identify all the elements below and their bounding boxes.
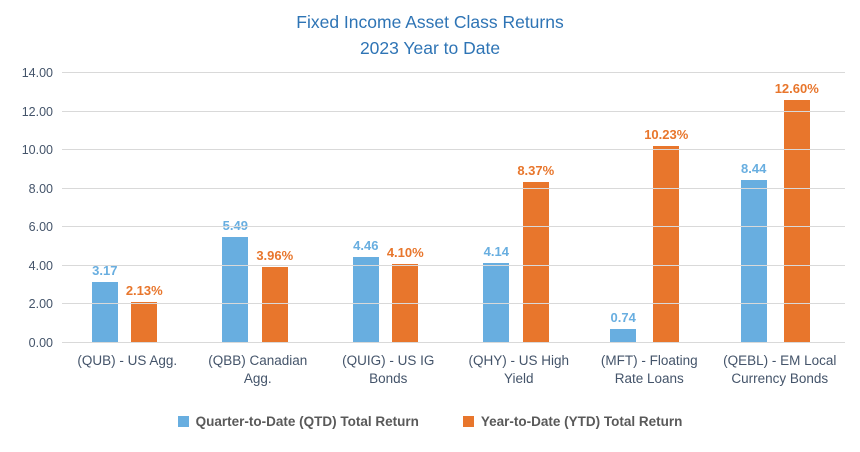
bar-pair: 5.49 3.96% [193,73,324,343]
bar-value-label: 12.60% [774,81,819,96]
gridline [62,149,845,151]
bar-value-label: 8.44 [741,161,767,177]
legend-item: Year-to-Date (YTD) Total Return [462,414,683,429]
bar-pair: 3.17 2.13% [62,73,193,343]
category-group: 8.44 12.60% (QEBL) - EM Local Currency Bon… [715,73,846,386]
chart-title-line1: Fixed Income Asset Class Returns [296,12,564,32]
y-axis-tick-label: 14.00 [21,66,53,80]
gridline [62,110,845,112]
x-axis-category-label: (QEBL) - EM Local Currency Bonds [723,353,837,386]
bar-column: 3.17 [91,73,118,343]
bar [653,145,680,343]
bar [352,257,379,343]
gridline [62,303,845,305]
bar-column: 12.60% [775,73,819,343]
bar [610,328,637,343]
bar [261,266,288,343]
gridline [62,72,845,73]
gridline [62,187,845,189]
legend-label: Year-to-Date (YTD) Total Return [480,414,683,429]
bar-value-label: 3.96% [256,247,294,263]
bar-column: 8.37% [517,73,554,343]
bar [131,301,158,343]
bar-value-label: 4.46 [353,238,379,253]
bar-column: 8.44 [740,73,767,343]
bar [222,237,249,343]
x-axis-category-label: (QUIG) - US IG Bonds [342,353,435,386]
legend-swatch [177,416,189,427]
bar-column: 4.14 [483,73,510,343]
bar-pair: 0.74 10.23% [584,73,715,343]
legend-label: Quarter-to-Date (QTD) Total Return [195,414,419,429]
chart-title-line2: 2023 Year to Date [359,38,501,58]
bar-column: 4.46 [352,73,379,343]
bar-value-label: 10.23% [644,126,689,142]
bar-value-label: 8.37% [517,162,555,178]
bar-pair: 8.44 12.60% [715,73,846,343]
bar-pair: 4.14 8.37% [454,73,585,343]
y-axis-tick-label: 4.00 [28,258,53,273]
y-axis-tick-label: 0.00 [28,336,53,350]
plot-area: 3.17 2.13% (QUB) - US Agg. 5.49 3.96% (QBB) C… [22,66,846,386]
y-axis-tick-label: 10.00 [21,143,53,158]
bar-groups: 3.17 2.13% (QUB) - US Agg. 5.49 3.96% (QBB) C… [62,73,846,386]
x-axis-category-label: (QBB) Canadian Agg. [208,353,308,386]
y-axis-tick-label: 6.00 [28,220,53,235]
y-axis-tick-label: 12.00 [21,104,53,119]
bar-column: 3.96% [256,73,293,343]
bar-column: 5.49 [222,73,249,343]
bar-column: 2.13% [126,73,163,343]
bar [483,263,510,343]
bar-value-label: 2.13% [125,282,163,298]
bar [91,281,118,343]
category-group: 3.17 2.13% (QUB) - US Agg. [62,73,193,368]
gridline [62,226,845,228]
chart-legend: Quarter-to-Date (QTD) Total Return Year-t… [0,414,860,429]
bar-value-label: 4.14 [483,244,509,260]
bar-value-label: 4.10% [386,244,424,260]
bar-column: 0.74 [610,73,637,343]
bar [522,181,549,343]
chart-title: Fixed Income Asset Class Returns 2023 Ye… [0,9,860,61]
category-group: 4.14 8.37% (QHY) - US High Yield [454,73,585,386]
bar-column: 10.23% [644,73,688,343]
bar-value-label: 5.49 [222,218,248,234]
x-axis-category-label: (QUB) - US Agg. [77,353,178,368]
bar [740,180,767,343]
category-group: 0.74 10.23% (MFT) - Floating Rate Loans [584,73,715,386]
bar-value-label: 3.17 [92,262,118,278]
legend-swatch [462,416,474,427]
legend-item: Quarter-to-Date (QTD) Total Return [177,414,419,429]
bar [783,100,810,343]
gridline [62,342,845,343]
gridline [62,264,845,266]
x-axis-category-label: (QHY) - US High Yield [468,353,569,386]
y-axis-tick-label: 2.00 [28,297,53,312]
category-group: 5.49 3.96% (QBB) Canadian Agg. [193,73,324,386]
y-axis-tick-label: 8.00 [28,181,53,196]
bar-value-label: 0.74 [610,309,636,325]
x-axis-category-label: (MFT) - Floating Rate Loans [600,353,698,386]
